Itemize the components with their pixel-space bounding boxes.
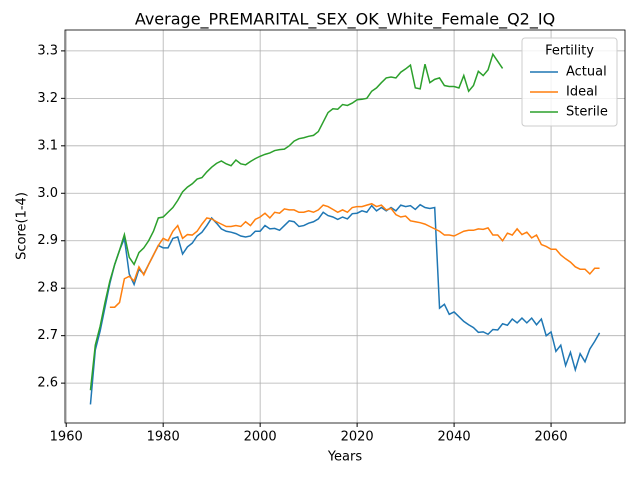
x-tick-label: 2040 [438, 430, 471, 445]
x-tick-label: 1960 [50, 430, 83, 445]
y-tick-label: 2.6 [37, 376, 58, 391]
y-tick-label: 3.1 [37, 138, 58, 153]
legend-label: Sterile [566, 105, 608, 120]
y-tick-label: 3.2 [37, 91, 58, 106]
line-series [109, 202, 600, 308]
chart-title: Average_PREMARITAL_SEX_OK_White_Female_Q… [135, 10, 555, 30]
line-series [89, 52, 504, 391]
line-series [89, 203, 601, 405]
legend-label: Ideal [566, 85, 598, 100]
x-tick-label: 2020 [341, 430, 374, 445]
y-tick-label: 3.0 [37, 186, 58, 201]
x-axis-label: Years [327, 450, 363, 465]
x-tick-label: 2060 [535, 430, 568, 445]
legend-box [521, 37, 618, 127]
y-axis-label: Score(1-4) [15, 192, 30, 260]
x-tick-label: 2000 [244, 430, 277, 445]
y-tick-label: 2.9 [37, 233, 58, 248]
legend-title: Fertility [545, 44, 594, 59]
y-tick-label: 3.3 [37, 43, 58, 58]
x-tick-label: 1980 [147, 430, 180, 445]
y-tick-label: 2.7 [37, 328, 58, 343]
legend-label: Actual [566, 65, 607, 80]
plot-frame [64, 29, 626, 424]
y-tick-label: 2.8 [37, 281, 58, 296]
